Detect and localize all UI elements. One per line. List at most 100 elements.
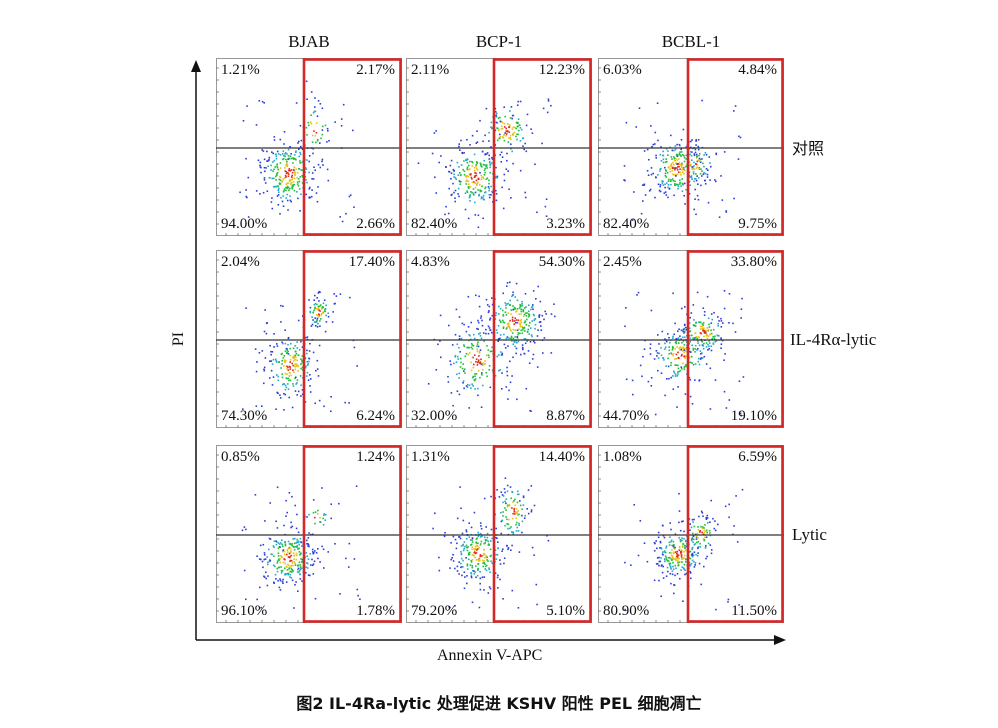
event-point <box>515 523 517 526</box>
event-point <box>276 343 278 345</box>
event-point <box>677 562 679 564</box>
event-point <box>508 337 510 339</box>
event-point <box>300 367 302 370</box>
event-point <box>485 539 488 541</box>
event-point <box>678 546 681 549</box>
event-point <box>471 601 474 604</box>
event-point <box>670 362 672 364</box>
event-point <box>314 597 317 600</box>
event-point <box>282 205 285 207</box>
event-point <box>509 134 512 137</box>
event-point <box>668 544 671 546</box>
event-point <box>480 337 483 340</box>
event-point <box>463 345 466 348</box>
event-point <box>308 188 311 190</box>
event-point <box>290 183 292 186</box>
event-point <box>510 526 512 528</box>
event-point <box>516 398 518 401</box>
event-point <box>287 209 289 211</box>
event-point <box>502 207 505 210</box>
event-point <box>671 353 673 356</box>
event-point <box>283 143 285 145</box>
event-point <box>484 154 486 156</box>
event-point <box>509 125 511 127</box>
event-point <box>462 363 464 365</box>
event-point <box>458 377 460 379</box>
event-point <box>276 562 279 564</box>
event-point <box>513 509 515 511</box>
event-point <box>677 185 680 188</box>
event-point <box>700 184 702 187</box>
event-point <box>476 162 478 165</box>
event-point <box>296 546 298 548</box>
event-point <box>288 492 291 494</box>
event-point <box>470 576 473 579</box>
event-point <box>516 526 519 529</box>
event-point <box>255 405 258 407</box>
event-point <box>311 134 314 137</box>
event-point <box>273 159 276 162</box>
event-point <box>299 537 302 540</box>
event-point <box>277 566 280 569</box>
event-point <box>471 548 473 551</box>
event-point <box>484 153 487 155</box>
event-point <box>474 375 476 377</box>
event-point <box>287 350 289 353</box>
event-point <box>286 165 289 167</box>
event-point <box>683 563 686 566</box>
event-point <box>540 329 543 331</box>
event-point <box>313 560 316 563</box>
event-point <box>502 292 504 295</box>
event-point <box>696 156 698 158</box>
event-point <box>504 477 507 479</box>
event-point <box>710 349 713 352</box>
event-point <box>683 537 685 540</box>
event-point <box>292 157 294 159</box>
event-point <box>491 537 493 540</box>
event-point <box>304 357 307 359</box>
event-point <box>465 385 468 387</box>
event-point <box>295 383 297 385</box>
event-point <box>700 340 703 342</box>
event-point <box>285 565 288 568</box>
event-point <box>288 189 290 191</box>
event-point <box>669 180 672 182</box>
event-point <box>466 346 468 349</box>
event-point <box>722 322 724 324</box>
event-point <box>696 155 698 157</box>
event-point <box>285 360 287 362</box>
event-point <box>305 80 308 83</box>
event-point <box>288 556 291 559</box>
event-point <box>300 139 303 142</box>
event-point <box>502 495 505 497</box>
event-point <box>530 308 532 311</box>
event-point <box>257 159 260 162</box>
event-point <box>319 320 321 322</box>
event-point <box>489 329 491 331</box>
event-point <box>691 168 694 171</box>
event-point <box>287 186 290 189</box>
event-point <box>554 315 556 318</box>
event-point <box>297 354 300 356</box>
event-point <box>306 562 309 565</box>
event-point <box>300 384 302 387</box>
event-point <box>511 316 514 319</box>
event-point <box>278 546 281 548</box>
event-point <box>500 520 503 523</box>
event-point <box>438 569 441 572</box>
event-point <box>505 509 507 511</box>
event-point <box>657 174 659 176</box>
event-point <box>684 203 686 205</box>
event-point <box>293 170 296 172</box>
scatter-plot <box>598 250 784 428</box>
event-point <box>689 572 692 574</box>
event-point <box>708 342 711 344</box>
event-point <box>325 321 328 323</box>
event-point <box>670 568 672 570</box>
event-point <box>663 551 666 553</box>
event-point <box>317 292 320 294</box>
event-point <box>296 379 299 381</box>
event-point <box>241 529 244 532</box>
event-point <box>263 554 266 556</box>
event-point <box>515 340 517 342</box>
